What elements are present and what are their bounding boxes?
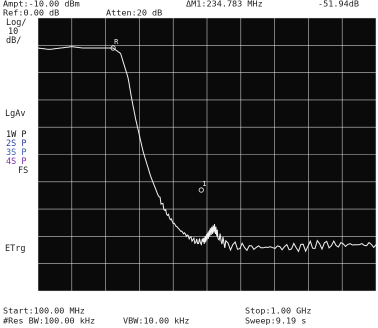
trace-1-status: 1W P <box>6 130 27 140</box>
trace-3-status: 3S P <box>6 148 27 158</box>
delta-marker-level: -51.94dB <box>318 0 359 10</box>
attenuation-readout: Atten:20 dB <box>106 9 163 19</box>
markers-group: R1 <box>110 38 207 193</box>
amplitude-readout: Ampt:-10.00 dBm <box>3 0 80 10</box>
reference-readout: Ref:0.00 dB <box>3 9 60 19</box>
scale-label: Log/ <box>6 18 27 28</box>
fs-label: FS <box>18 166 29 176</box>
scale-unit: dB/ <box>6 36 22 46</box>
trace-4-status: 4S P <box>6 157 27 167</box>
reference-marker <box>110 45 116 51</box>
delta-marker <box>198 187 204 193</box>
scale-value: 10 <box>8 27 19 37</box>
reference-marker-label: R <box>114 38 119 46</box>
start-frequency: Start:100.00 MHz <box>3 307 85 317</box>
stop-frequency: Stop:1.00 GHz <box>245 307 312 317</box>
video-bandwidth: VBW:10.00 kHz <box>123 317 190 327</box>
trace-2-status: 2S P <box>6 139 27 149</box>
delta-marker-label: 1 <box>202 180 206 188</box>
delta-marker-frequency: ΔM1:234.783 MHz <box>186 0 263 10</box>
trace-line <box>37 46 377 253</box>
graticule-grid <box>37 17 377 292</box>
resolution-bandwidth: #Res BW:100.00 kHz <box>3 317 96 327</box>
sweep-time: Sweep:9.19 s <box>245 317 307 327</box>
detector-label: LgAv <box>5 109 26 119</box>
trigger-label: ETrg <box>5 244 26 254</box>
